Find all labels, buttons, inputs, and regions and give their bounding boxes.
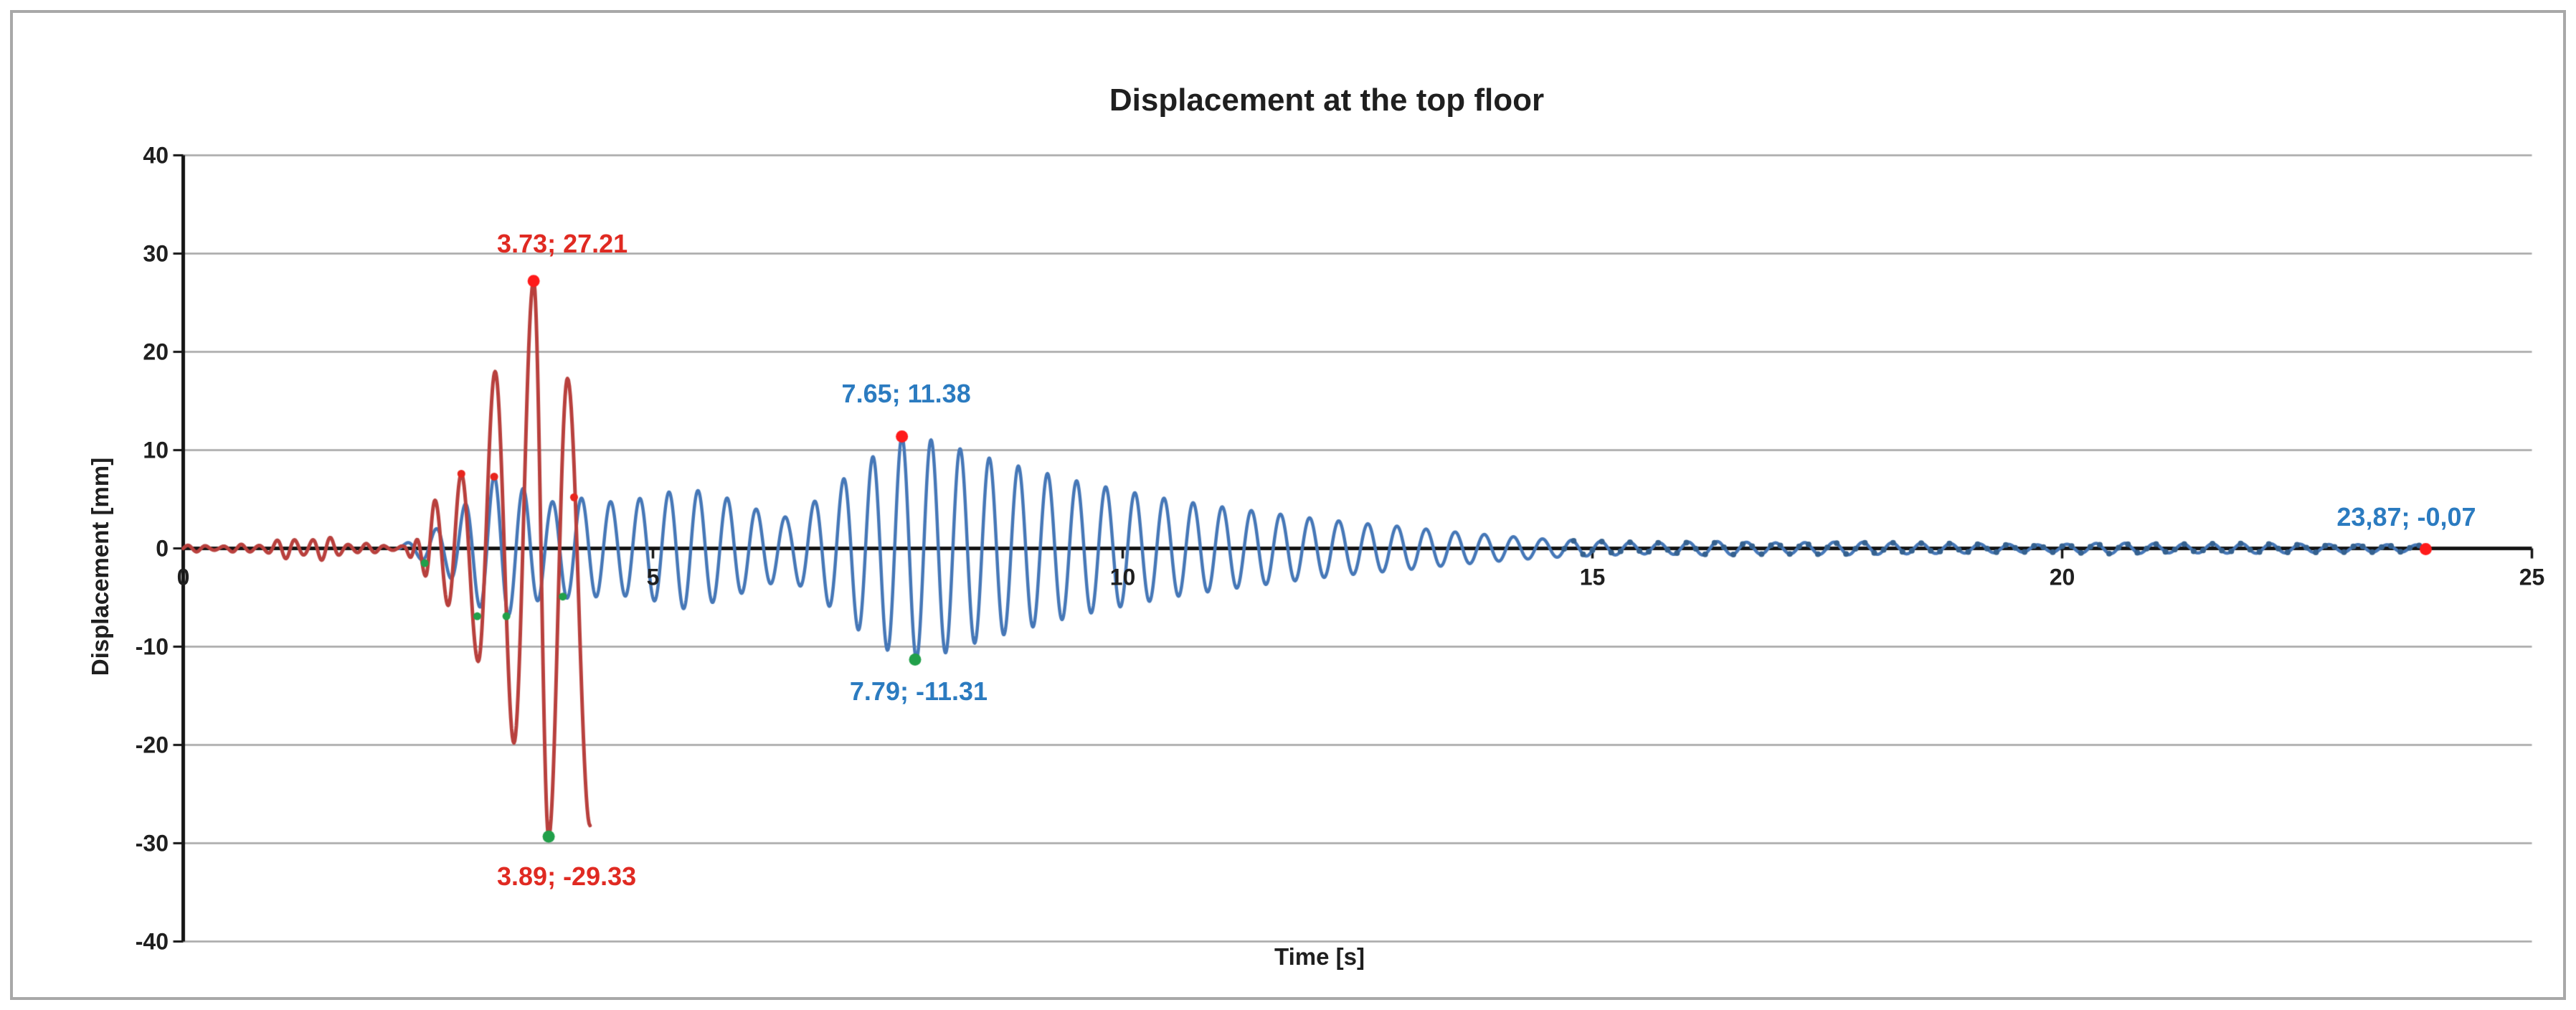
y-tick-label: -10 (135, 633, 169, 659)
x-tick-label: 20 (2049, 564, 2075, 590)
x-tick-label: 10 (1109, 564, 1136, 590)
x-tick-label: 0 (176, 564, 190, 590)
y-tick-label: 0 (156, 535, 169, 561)
y-tick-label: 30 (143, 240, 169, 266)
chart-border (10, 10, 2566, 1000)
y-tick-label: -30 (135, 830, 169, 856)
annotation-label: 7.65; 11.38 (841, 378, 971, 408)
annotation-label: 23,87; -0,07 (2336, 502, 2476, 532)
annotation-label: 3.89; -29.33 (497, 862, 637, 892)
annotation-label: 3.73; 27.21 (497, 228, 628, 258)
x-tick-label: 25 (2519, 564, 2545, 590)
y-tick-label: 40 (143, 142, 169, 168)
y-tick-label: -40 (135, 928, 169, 954)
y-tick-label: 20 (143, 339, 169, 364)
x-tick-label: 5 (646, 564, 660, 590)
chart-title: Displacement at the top floor (1109, 82, 1545, 118)
y-tick-label: -20 (135, 732, 169, 758)
x-axis-title: Time [s] (1274, 943, 1365, 970)
x-tick-label: 15 (1579, 564, 1606, 590)
annotation-label: 7.79; -11.31 (849, 676, 988, 707)
y-tick-label: 10 (143, 437, 169, 463)
